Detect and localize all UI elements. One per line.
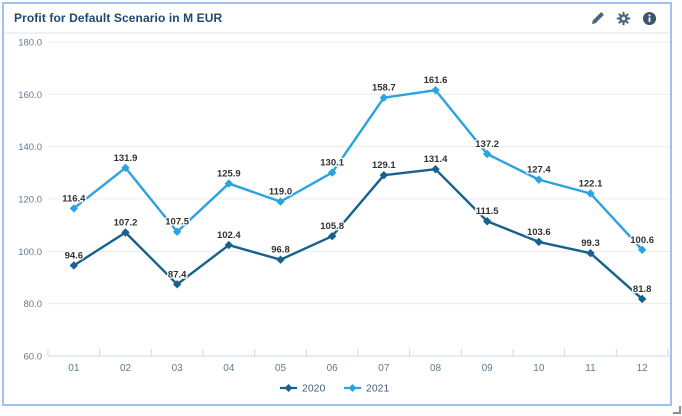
data-label-2020-04: 102.4 — [217, 230, 241, 241]
header-toolbar — [589, 10, 660, 27]
marker-2020-07[interactable] — [379, 170, 389, 180]
marker-2021-08[interactable] — [431, 85, 440, 95]
data-label-2021-09: 137.2 — [475, 139, 499, 150]
marker-2021-07[interactable] — [379, 93, 389, 102]
data-label-2020-03: 87.4 — [168, 269, 187, 280]
marker-2021-02[interactable] — [121, 163, 130, 173]
data-label-2020-02: 107.2 — [114, 217, 138, 228]
x-tick-label: 11 — [585, 363, 596, 374]
data-label-2020-11: 99.3 — [581, 238, 600, 249]
data-label-2021-03: 107.5 — [165, 217, 189, 228]
profit-line-chart: 180.0 160.0 140.0 120.0 100.0 80.0 60.0 01 02 03 0… — [18, 38, 672, 395]
x-tick-label: 10 — [533, 363, 545, 374]
marker-2020-06[interactable] — [327, 231, 337, 241]
data-label-2021-06: 130.1 — [320, 158, 344, 169]
x-tick-label: 04 — [223, 363, 235, 374]
marker-2021-04[interactable] — [224, 179, 234, 188]
legend-label: 2020 — [302, 383, 326, 395]
x-tick-label: 12 — [637, 363, 649, 374]
marker-2020-08[interactable] — [431, 164, 440, 174]
y-tick-label: 180.0 — [18, 38, 42, 49]
x-tick-label: 07 — [378, 363, 390, 374]
data-label-2021-07: 158.7 — [372, 83, 396, 94]
chart-title: Profit for Default Scenario in M EUR — [14, 11, 223, 25]
y-tick-label: 100.0 — [18, 247, 42, 258]
marker-2020-01[interactable] — [69, 261, 79, 270]
data-label-2020-12: 81.8 — [633, 284, 652, 295]
marker-2020-02[interactable] — [121, 228, 130, 237]
legend-label: 2021 — [366, 383, 390, 395]
data-label-2021-04: 125.9 — [217, 169, 241, 180]
gear-icon-glyph — [616, 11, 631, 25]
x-tick-label: 03 — [172, 363, 184, 374]
x-tick-label: 09 — [482, 363, 494, 374]
data-label-2020-06: 105.8 — [320, 221, 344, 232]
x-tick-label: 01 — [68, 363, 80, 374]
data-label-2020-05: 96.8 — [271, 245, 290, 256]
data-label-2021-08: 161.6 — [424, 75, 448, 86]
edit-icon[interactable] — [589, 10, 606, 27]
marker-2021-05[interactable] — [276, 197, 285, 206]
x-tick-label: 05 — [275, 363, 287, 374]
data-label-2021-12: 100.6 — [630, 235, 654, 246]
data-label-2021-11: 122.1 — [579, 179, 603, 190]
info-icon-glyph — [642, 11, 657, 25]
series-line-2021 — [72, 88, 644, 251]
series-line-2020 — [72, 167, 644, 301]
marker-2020-10[interactable] — [534, 237, 544, 247]
marker-2021-10[interactable] — [534, 175, 544, 184]
y-tick-label: 140.0 — [18, 142, 42, 153]
chart-header: Profit for Default Scenario in M EUR — [4, 4, 670, 34]
marker-2021-12[interactable] — [637, 245, 647, 254]
data-label-2021-01: 116.4 — [62, 193, 86, 204]
legend-item-2020[interactable]: 2020 — [280, 383, 326, 395]
marker-2021-01[interactable] — [69, 204, 79, 213]
chart-area: 180.0 160.0 140.0 120.0 100.0 80.0 60.0 01 02 03 0… — [4, 34, 672, 407]
y-tick-label: 60.0 — [24, 352, 43, 363]
marker-2021-11[interactable] — [586, 189, 595, 198]
marker-2020-12[interactable] — [637, 294, 647, 304]
marker-2020-03[interactable] — [172, 280, 182, 289]
profit-chart-card: Profit for Default Scenario in M EUR — [2, 2, 672, 406]
data-label-2021-05: 119.0 — [269, 187, 292, 198]
marker-2021-09[interactable] — [482, 149, 492, 159]
marker-2021-03[interactable] — [172, 227, 182, 236]
data-label-2020-09: 111.5 — [476, 206, 499, 217]
pencil-icon-glyph — [591, 11, 604, 24]
y-tick-label: 160.0 — [18, 90, 42, 101]
settings-icon[interactable] — [615, 10, 632, 27]
info-icon[interactable] — [641, 10, 658, 27]
x-tick-label: 02 — [120, 363, 132, 374]
marker-2021-06[interactable] — [327, 168, 337, 177]
data-label-2021-02: 131.9 — [114, 153, 138, 164]
resize-handle-icon[interactable] — [673, 406, 681, 414]
x-tick-label: 08 — [430, 363, 442, 374]
legend-item-2021[interactable]: 2021 — [344, 383, 390, 395]
y-tick-label: 120.0 — [18, 195, 42, 206]
x-tick-label: 06 — [327, 363, 339, 374]
legend-marker-diamond — [284, 384, 293, 392]
legend-marker-diamond — [348, 384, 357, 392]
data-label-2020-07: 129.1 — [372, 160, 396, 171]
data-label-2021-10: 127.4 — [527, 165, 551, 176]
marker-2020-04[interactable] — [224, 240, 234, 250]
y-tick-label: 80.0 — [24, 299, 43, 310]
data-label-2020-01: 94.6 — [65, 250, 84, 261]
data-label-2020-08: 131.4 — [424, 154, 448, 165]
marker-2020-05[interactable] — [276, 255, 285, 264]
data-label-2020-10: 103.6 — [527, 227, 551, 238]
marker-2020-11[interactable] — [586, 248, 595, 258]
marker-2020-09[interactable] — [482, 217, 492, 226]
